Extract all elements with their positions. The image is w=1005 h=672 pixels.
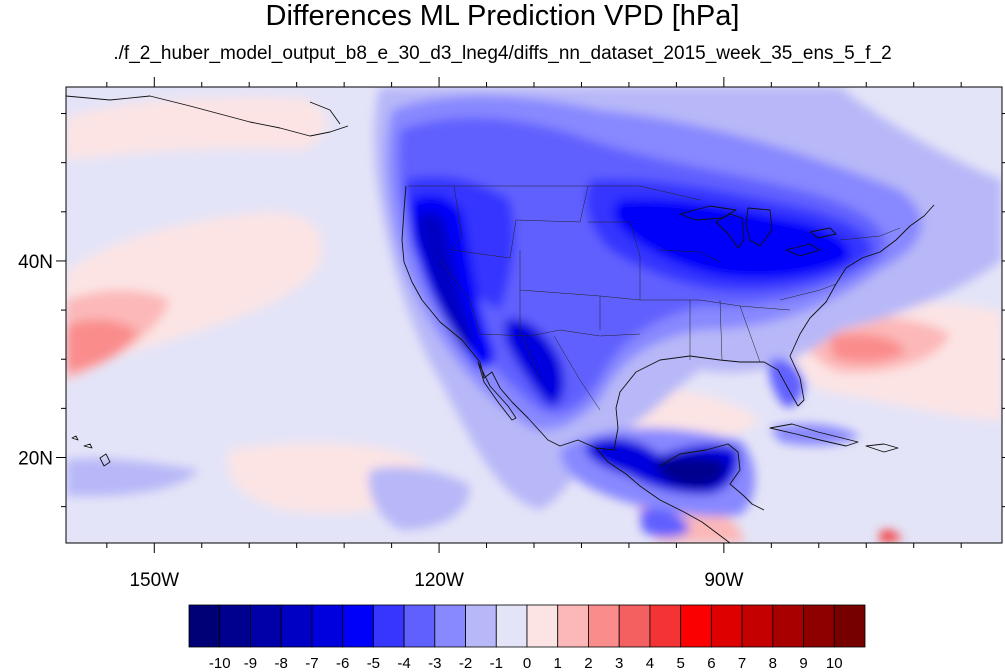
negative-region [655, 456, 726, 488]
colorbar-label: -4 [397, 655, 410, 672]
colorbar-swatch [618, 604, 651, 648]
negative-region [66, 458, 200, 497]
colorbar-swatch [588, 604, 620, 648]
colorbar-swatch [250, 604, 282, 648]
colorbar-swatch [188, 604, 221, 648]
negative-region [505, 319, 565, 406]
positive-region [830, 333, 905, 363]
positive-region [880, 530, 902, 543]
x-tick-label: 90W [704, 570, 743, 591]
colorbar-label: 2 [584, 655, 592, 672]
colorbar-swatch [403, 604, 436, 648]
colorbar-swatch [372, 604, 405, 648]
colorbar-label: -6 [336, 655, 349, 672]
colorbar-swatch [557, 604, 589, 648]
colorbar-label: -9 [244, 655, 257, 672]
negative-region [640, 508, 690, 538]
colorbar-label: -1 [490, 655, 503, 672]
positive-region [66, 319, 138, 372]
negative-region [417, 211, 474, 350]
coastlines [66, 95, 935, 543]
colorbar-swatch [342, 604, 374, 648]
colorbar-swatch [280, 604, 313, 648]
colorbar-swatch [803, 604, 835, 648]
colorbar-swatch [219, 604, 251, 648]
y-tick-label: 40N [18, 252, 53, 273]
colorbar-label: 0 [523, 655, 531, 672]
colorbar-swatch [833, 604, 866, 648]
colorbar-label: 8 [769, 655, 777, 672]
colorbar-swatch [710, 604, 743, 648]
negative-region [770, 423, 860, 446]
negative-region [368, 466, 470, 530]
colorbar-label: -3 [428, 655, 441, 672]
colorbar-swatch [495, 604, 528, 648]
colorbar-label: 4 [646, 655, 654, 672]
difference-field [66, 87, 1002, 543]
colorbar: -10 -9 -8 -7 -6 -5 -4 -3 -2 -1 0 1 2 3 4 5 6 7 8 9 10 [188, 604, 866, 672]
chart-title: Differences ML Prediction VPD [hPa] [265, 0, 740, 32]
colorbar-label: 3 [615, 655, 623, 672]
x-tick-label: 120W [414, 570, 464, 591]
colorbar-label: -2 [459, 655, 472, 672]
x-tick-label: 150W [129, 570, 179, 591]
colorbar-swatch [311, 604, 344, 648]
colorbar-swatch [680, 604, 712, 648]
y-tick-label: 20N [18, 449, 53, 470]
colorbar-swatch [772, 604, 804, 648]
colorbar-label: 9 [799, 655, 807, 672]
colorbar-label: 7 [738, 655, 746, 672]
colorbar-label: -8 [275, 655, 288, 672]
colorbar-swatch [526, 604, 559, 648]
colorbar-label: -10 [209, 655, 231, 672]
plot-area [66, 87, 1002, 543]
colorbar-label: 5 [676, 655, 684, 672]
colorbar-swatch [434, 604, 466, 648]
positive-region [66, 97, 327, 160]
colorbar-label: 10 [826, 655, 843, 672]
colorbar-label: -7 [305, 655, 318, 672]
colorbar-label: 6 [707, 655, 715, 672]
chart-subtitle: ./f_2_huber_model_output_b8_e_30_d3_lneg… [113, 43, 892, 64]
colorbar-label: -5 [367, 655, 380, 672]
colorbar-swatch [741, 604, 774, 648]
borders [408, 185, 901, 411]
negative-region [768, 358, 805, 408]
colorbar-label: 1 [554, 655, 562, 672]
colorbar-swatch [465, 604, 497, 648]
x-axis: 150W 120W 90W [106, 77, 962, 591]
colorbar-swatch [649, 604, 682, 648]
